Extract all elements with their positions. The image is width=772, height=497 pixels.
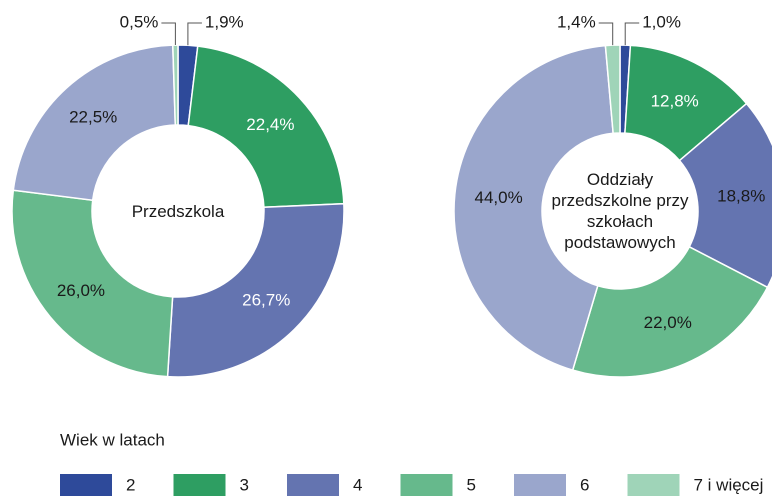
legend-swatch	[400, 474, 453, 496]
value-label: 26,0%	[57, 281, 105, 300]
legend-swatch	[627, 474, 680, 496]
donut-segment	[604, 44, 621, 135]
legend-swatch	[173, 474, 226, 496]
donut-hole	[543, 134, 697, 288]
donut-segment	[11, 189, 174, 378]
center-label: Przedszkola	[131, 201, 225, 221]
value-label: 26,7%	[242, 290, 290, 309]
legend-label: 3	[240, 475, 249, 494]
legend-label: 7 i więcej	[694, 475, 764, 494]
legend-label: 5	[467, 475, 476, 494]
value-label: 1,9%	[205, 12, 244, 31]
leader-line	[187, 22, 202, 46]
leader-line	[624, 22, 640, 46]
value-label: 18,8%	[717, 187, 765, 206]
value-label: 22,0%	[644, 313, 692, 332]
donut-segment	[571, 245, 769, 378]
value-label: 0,5%	[120, 12, 159, 31]
leader-line	[598, 22, 614, 46]
donut-segment	[453, 44, 614, 372]
donut-hole	[93, 126, 263, 296]
legend-title: Wiek w latach	[60, 430, 165, 449]
donut-segment	[166, 202, 345, 378]
donut-segment	[12, 44, 177, 202]
leader-line	[161, 22, 176, 46]
value-label: 44,0%	[475, 188, 523, 207]
legend-label: 2	[126, 475, 135, 494]
legend-label: 4	[353, 475, 362, 494]
donut-segment	[187, 45, 345, 209]
value-label: 1,4%	[557, 12, 596, 31]
donut-segment	[172, 44, 179, 126]
value-label: 1,0%	[642, 12, 681, 31]
legend-swatch	[514, 474, 566, 496]
value-label: 12,8%	[651, 91, 699, 110]
center-label: Oddziały przedszkolne przy szkołach pods…	[551, 170, 689, 252]
legend-swatch	[60, 474, 112, 496]
legend-label: 6	[580, 475, 589, 494]
legend-swatch	[287, 474, 339, 496]
value-label: 22,5%	[69, 107, 117, 126]
value-label: 22,4%	[246, 115, 294, 134]
